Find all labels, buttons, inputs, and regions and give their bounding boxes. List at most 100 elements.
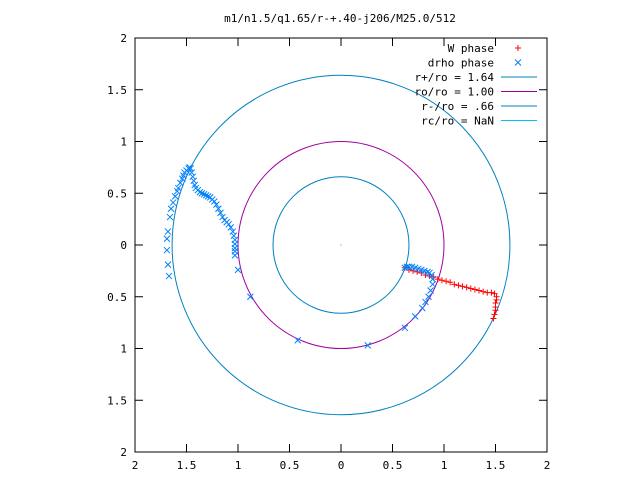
x-tick-label: 0.5 (383, 459, 403, 472)
y-tick-label: 1 (120, 136, 127, 149)
w-phase-point (434, 276, 441, 283)
drho-phase-point (169, 199, 177, 206)
drho-phase-point (190, 177, 198, 185)
x-tick-label: 1.5 (177, 459, 197, 472)
drho-phase-point (164, 228, 172, 235)
y-tick-label: 1.5 (107, 394, 127, 407)
drho-phase-point (200, 190, 208, 198)
w-phase-point (443, 278, 450, 285)
legend-label: drho phase (428, 57, 494, 70)
y-tick-label: 2 (120, 446, 127, 459)
drho-phase-point (167, 205, 175, 213)
w-phase-point (476, 287, 483, 294)
drho-phase-point (401, 264, 409, 272)
circle-r-ro-66 (272, 176, 410, 314)
y-tick-label: 1.5 (107, 84, 127, 97)
w-phase-point (490, 315, 497, 322)
drho-phase-point (231, 244, 239, 252)
drho-phase-point (426, 269, 433, 277)
drho-phase-point (247, 293, 254, 301)
drho-phase-point (227, 224, 235, 231)
drho-phase-point (213, 201, 220, 208)
drho-phase-point (219, 213, 226, 221)
legend-marker (515, 45, 521, 51)
circle-r-ro-1-64 (171, 74, 511, 416)
y-tick-label: 0.5 (107, 291, 127, 304)
drho-phase-point (419, 304, 426, 312)
x-tick-label: 1 (441, 459, 448, 472)
drho-phase-point (429, 275, 437, 283)
w-phase-point (491, 311, 498, 318)
drho-phase-point (164, 261, 172, 269)
x-tick-label: 2 (544, 459, 551, 472)
drho-phase-point (231, 251, 239, 259)
legend-label: W phase (448, 42, 494, 55)
drho-phase-point (422, 298, 429, 306)
origin-dot (340, 244, 342, 246)
y-tick-label: 0 (120, 239, 127, 252)
drho-phase-point (294, 336, 302, 344)
drho-phase-point (174, 184, 182, 192)
drho-phase-point (171, 193, 179, 200)
drho-phase-point (230, 232, 238, 240)
legend-label: r+/ro = 1.64 (415, 71, 495, 84)
drho-phase-point (234, 266, 242, 274)
drho-phase-point (163, 235, 171, 243)
x-tick-label: 0.5 (280, 459, 300, 472)
w-phase-point (410, 267, 417, 274)
drho-phase-point (202, 191, 210, 199)
y-tick-label: 2 (120, 32, 127, 45)
drho-phase-point (166, 213, 174, 221)
y-tick-label: 0.5 (107, 187, 127, 200)
legend-marker (514, 59, 522, 66)
circle-ro-ro-1-00 (237, 141, 445, 349)
drho-phase-point (225, 220, 233, 228)
w-phase-point (471, 286, 478, 293)
y-tick-label: 1 (120, 343, 127, 356)
drho-phase-point (411, 313, 419, 320)
drho-phase-point (204, 193, 212, 200)
drho-phase-point (425, 293, 432, 301)
w-phase-point (447, 279, 454, 286)
w-phase-point (455, 282, 462, 289)
w-phase-point (493, 296, 500, 303)
w-phase-point (488, 289, 495, 296)
w-phase-point (459, 283, 466, 290)
drho-phase-point (189, 173, 197, 181)
w-phase-point (438, 277, 445, 284)
x-tick-label: 2 (132, 459, 139, 472)
drho-phase-point (364, 342, 372, 349)
radius-circles (171, 74, 511, 416)
legend-label: r-/ro = .66 (421, 100, 494, 113)
w-phase-point (491, 290, 498, 297)
w-phase-point (418, 269, 425, 276)
drho-phase-point (176, 179, 184, 187)
w-phase-point (463, 284, 470, 291)
axis-ticks: 2 1.5 1 0.5 0 0.5 1 1.5 221.510.500.511.52 (107, 32, 550, 472)
drho-phase-point (217, 209, 224, 217)
drho-phase-point (229, 228, 237, 235)
w-phase-point (480, 288, 487, 295)
drho-phase-point (401, 324, 409, 332)
drho-phase-point (429, 280, 437, 288)
drho-phase-point (188, 169, 196, 176)
x-tick-label: 0 (338, 459, 345, 472)
w-phase-point (451, 281, 458, 288)
legend-label: rc/ro = NaN (421, 115, 494, 128)
w-phase-point (467, 285, 474, 292)
drho-phase-point (165, 272, 173, 280)
drho-phase-point (198, 189, 206, 197)
x-tick-label: 1.5 (486, 459, 506, 472)
drho-phase-point (210, 198, 218, 205)
drho-phase-point (405, 263, 413, 271)
drho-phase-point (427, 287, 434, 294)
drho-phase-point (215, 205, 222, 213)
legend-label: ro/ro = 1.00 (415, 86, 494, 99)
data-points (163, 164, 500, 349)
drho-phase-point (196, 188, 204, 196)
chart-title: m1/n1.5/q1.65/r-+.40-j206/M25.0/512 (224, 12, 456, 25)
drho-phase-point (163, 246, 171, 254)
drho-phase-point (187, 165, 194, 172)
